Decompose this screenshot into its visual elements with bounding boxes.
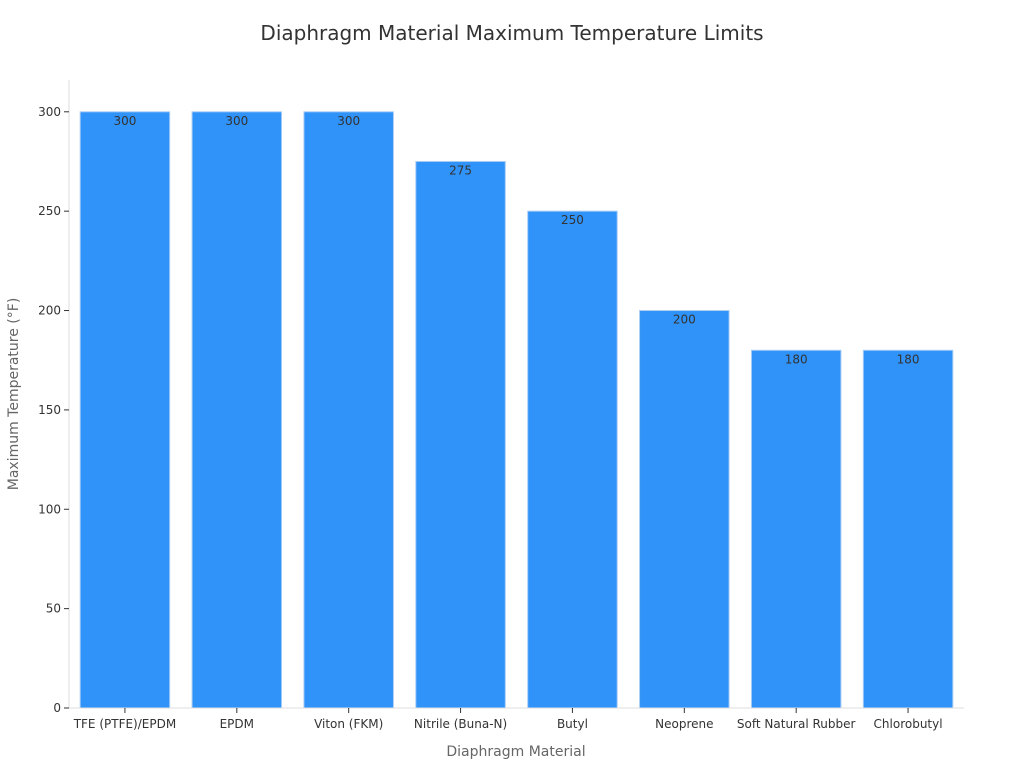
chart-title: Diaphragm Material Maximum Temperature L…: [260, 21, 763, 45]
x-axis-title: Diaphragm Material: [446, 744, 585, 760]
y-tick-label-0: 0: [53, 701, 61, 715]
x-tick-label-2: Viton (FKM): [314, 717, 383, 731]
data-label-7: 180: [897, 352, 920, 366]
x-tick-label-6: Soft Natural Rubber: [737, 717, 856, 731]
x-tick-label-7: Chlorobutyl: [874, 717, 943, 731]
x-tick-label-0: TFE (PTFE)/EPDM: [73, 717, 177, 731]
y-tick-label-3: 150: [38, 403, 61, 417]
data-label-5: 200: [673, 313, 696, 327]
y-tick-label-4: 200: [38, 304, 61, 318]
bars-group: [79, 111, 954, 709]
x-tick-label-5: Neoprene: [655, 717, 713, 731]
bar-7: [862, 349, 954, 709]
x-ticks-group: TFE (PTFE)/EPDM EPDM Viton (FKM) Nitrile (B…: [73, 708, 943, 731]
y-tick-label-1: 50: [46, 602, 61, 616]
bar-4: [527, 210, 618, 709]
data-label-4: 250: [561, 213, 584, 227]
y-axis-title: Maximum Temperature (°F): [6, 298, 22, 491]
data-label-6: 180: [785, 352, 808, 366]
y-ticks-group: 0 50 100 150 200 250 300: [38, 105, 69, 715]
data-label-2: 300: [337, 114, 360, 128]
x-tick-label-1: EPDM: [220, 717, 254, 731]
data-label-0: 300: [113, 114, 136, 128]
bar-1: [191, 111, 283, 709]
data-label-3: 275: [449, 163, 472, 177]
bar-2: [303, 111, 394, 709]
data-labels-group: 300 300 300 275 250 200 180 180: [113, 114, 919, 366]
x-tick-label-3: Nitrile (Buna-N): [414, 717, 507, 731]
data-label-1: 300: [225, 114, 248, 128]
bar-0: [79, 111, 171, 709]
x-tick-label-4: Butyl: [557, 717, 588, 731]
bar-3: [415, 160, 506, 709]
y-tick-label-5: 250: [38, 204, 61, 218]
bar-5: [639, 310, 730, 709]
bar-6: [750, 349, 842, 709]
y-tick-label-6: 300: [38, 105, 61, 119]
y-tick-label-2: 100: [38, 502, 61, 516]
